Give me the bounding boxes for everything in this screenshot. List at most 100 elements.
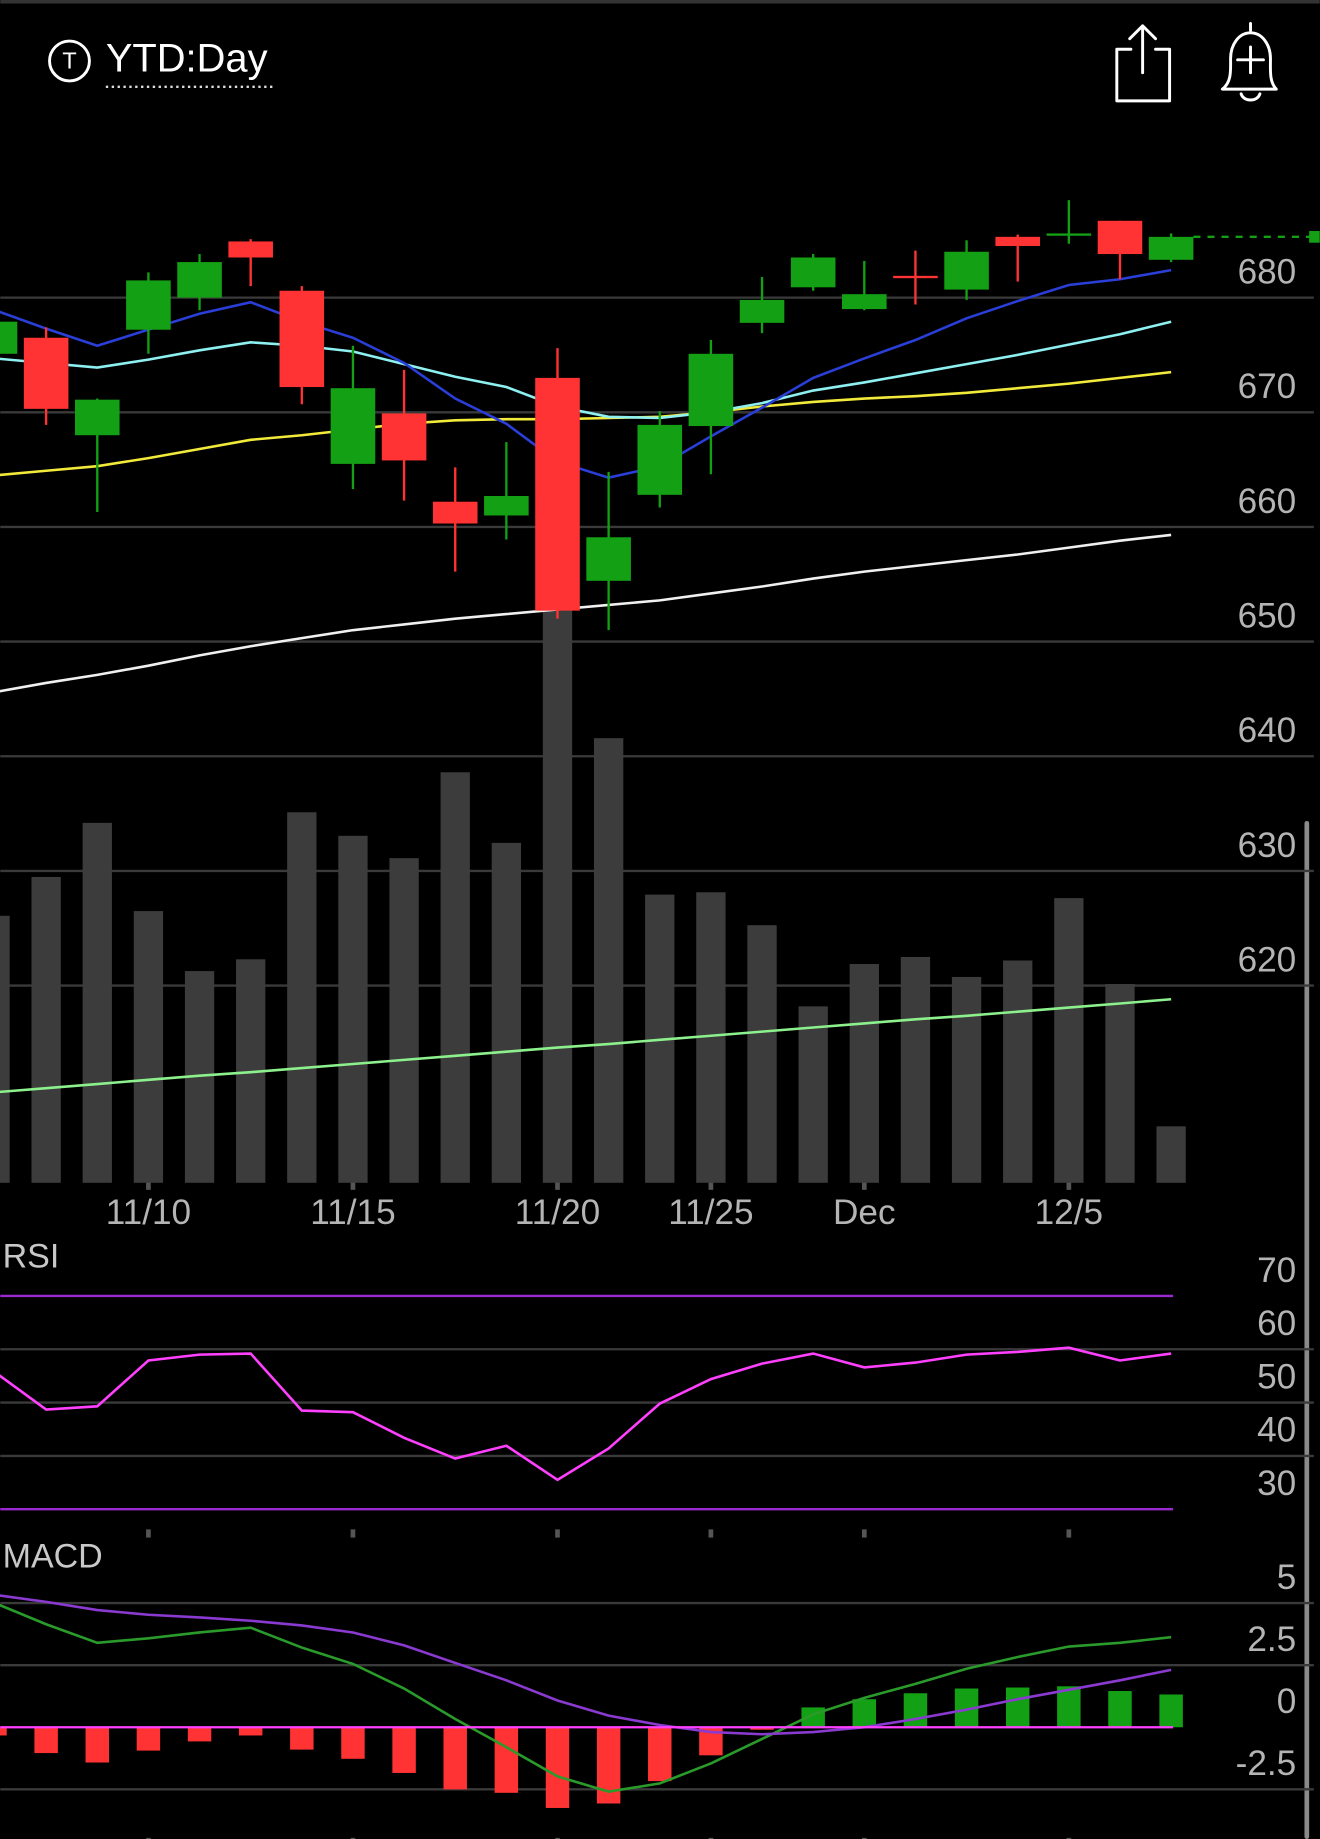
candle-body xyxy=(586,537,631,581)
bar xyxy=(0,1727,7,1736)
y-tick-label: 40 xyxy=(1257,1411,1296,1450)
candle-body xyxy=(0,321,18,354)
bar xyxy=(1156,1126,1186,1183)
bar xyxy=(440,772,470,1183)
y-tick-label: 640 xyxy=(1238,711,1297,750)
candle-body xyxy=(944,251,989,290)
y-tick-label: 630 xyxy=(1238,826,1297,865)
candle-body xyxy=(893,275,938,279)
y-tick-label: 680 xyxy=(1238,252,1297,291)
indicator-line xyxy=(0,997,1172,1094)
bar xyxy=(1057,1686,1081,1728)
y-tick-label: 650 xyxy=(1238,596,1297,635)
bar xyxy=(593,738,624,1183)
bar xyxy=(290,1727,314,1750)
x-tick-label: 11/10 xyxy=(106,1193,191,1232)
x-tick-label: 11/15 xyxy=(310,1193,395,1232)
symbol-icon-letter: T xyxy=(62,47,76,73)
bar xyxy=(389,858,419,1183)
bar xyxy=(392,1727,416,1773)
bar xyxy=(903,1693,928,1728)
bar xyxy=(1108,1691,1132,1728)
bar xyxy=(238,1727,263,1736)
bar xyxy=(747,925,777,1183)
candle-body xyxy=(1097,220,1143,255)
y-tick-label: 0 xyxy=(1277,1682,1297,1721)
alert-button[interactable] xyxy=(1220,21,1278,102)
y-tick-label: 5 xyxy=(1277,1558,1297,1597)
candle-body xyxy=(177,262,222,298)
candle-body xyxy=(330,388,376,464)
bar xyxy=(187,1727,212,1742)
y-tick-label: 670 xyxy=(1238,367,1297,406)
candle-body xyxy=(279,290,325,388)
bell-plus xyxy=(1236,45,1265,75)
bar xyxy=(798,1006,828,1183)
bar xyxy=(900,956,931,1183)
symbol-icon xyxy=(48,39,91,83)
candle-body xyxy=(23,337,69,409)
indicator-line xyxy=(0,1346,1172,1482)
bar xyxy=(1003,960,1033,1183)
x-tick-label: 11/25 xyxy=(668,1193,753,1232)
indicator-line xyxy=(0,370,1172,477)
bell xyxy=(1220,21,1278,102)
candle-body xyxy=(995,236,1040,247)
candle-body xyxy=(74,399,120,436)
candle-body xyxy=(432,501,478,524)
candle-body xyxy=(484,495,529,516)
bar xyxy=(341,1727,365,1759)
bar xyxy=(951,976,982,1183)
share-arrow xyxy=(1128,24,1157,75)
candle-body xyxy=(1148,236,1194,260)
x-tick-label: 11/20 xyxy=(515,1193,600,1232)
bar xyxy=(954,1688,979,1728)
bar xyxy=(648,1727,672,1782)
symbol-selector[interactable]: T YTD:Day xyxy=(48,37,275,88)
y-tick-label: 660 xyxy=(1238,482,1297,521)
y-tick-label: 2.5 xyxy=(1247,1620,1296,1659)
bar xyxy=(1159,1694,1183,1728)
bar xyxy=(82,822,112,1183)
bar xyxy=(0,915,10,1183)
candle-body xyxy=(535,377,580,611)
bar xyxy=(491,842,522,1183)
bar xyxy=(133,911,164,1183)
bar xyxy=(750,1727,774,1730)
bar xyxy=(287,812,317,1183)
macd-title: MACD xyxy=(3,1538,103,1576)
bar xyxy=(85,1727,110,1763)
candle-body xyxy=(637,424,683,495)
y-tick-label: 70 xyxy=(1257,1251,1296,1290)
bar xyxy=(1005,1687,1030,1728)
share-box xyxy=(1115,47,1172,103)
share-button[interactable] xyxy=(1115,24,1172,103)
bar xyxy=(596,1727,621,1804)
bar xyxy=(1054,898,1084,1183)
candle-body xyxy=(739,299,785,323)
bar xyxy=(494,1727,519,1793)
candle-body xyxy=(790,257,836,288)
bar xyxy=(542,608,573,1183)
indicator-line xyxy=(0,1603,1172,1793)
indicator-line xyxy=(0,1594,1172,1736)
candle-body xyxy=(228,241,273,258)
range-title: YTD:Day xyxy=(106,37,268,81)
candle-body xyxy=(688,353,734,427)
y-tick-label: 620 xyxy=(1238,940,1297,979)
y-tick-label: 60 xyxy=(1257,1304,1296,1343)
bar xyxy=(849,964,879,1183)
y-tick-label: -2.5 xyxy=(1236,1744,1297,1783)
x-tick-label: Dec xyxy=(833,1193,896,1232)
y-tick-label: 50 xyxy=(1257,1357,1296,1396)
indicator-line xyxy=(0,320,1172,420)
candle-body xyxy=(842,294,887,310)
last-price-marker xyxy=(1309,230,1320,243)
candle-body xyxy=(126,280,171,330)
indicator-line xyxy=(0,533,1172,693)
x-tick-label: 12/5 xyxy=(1035,1193,1103,1232)
bar xyxy=(34,1727,58,1754)
bar xyxy=(699,1727,723,1756)
